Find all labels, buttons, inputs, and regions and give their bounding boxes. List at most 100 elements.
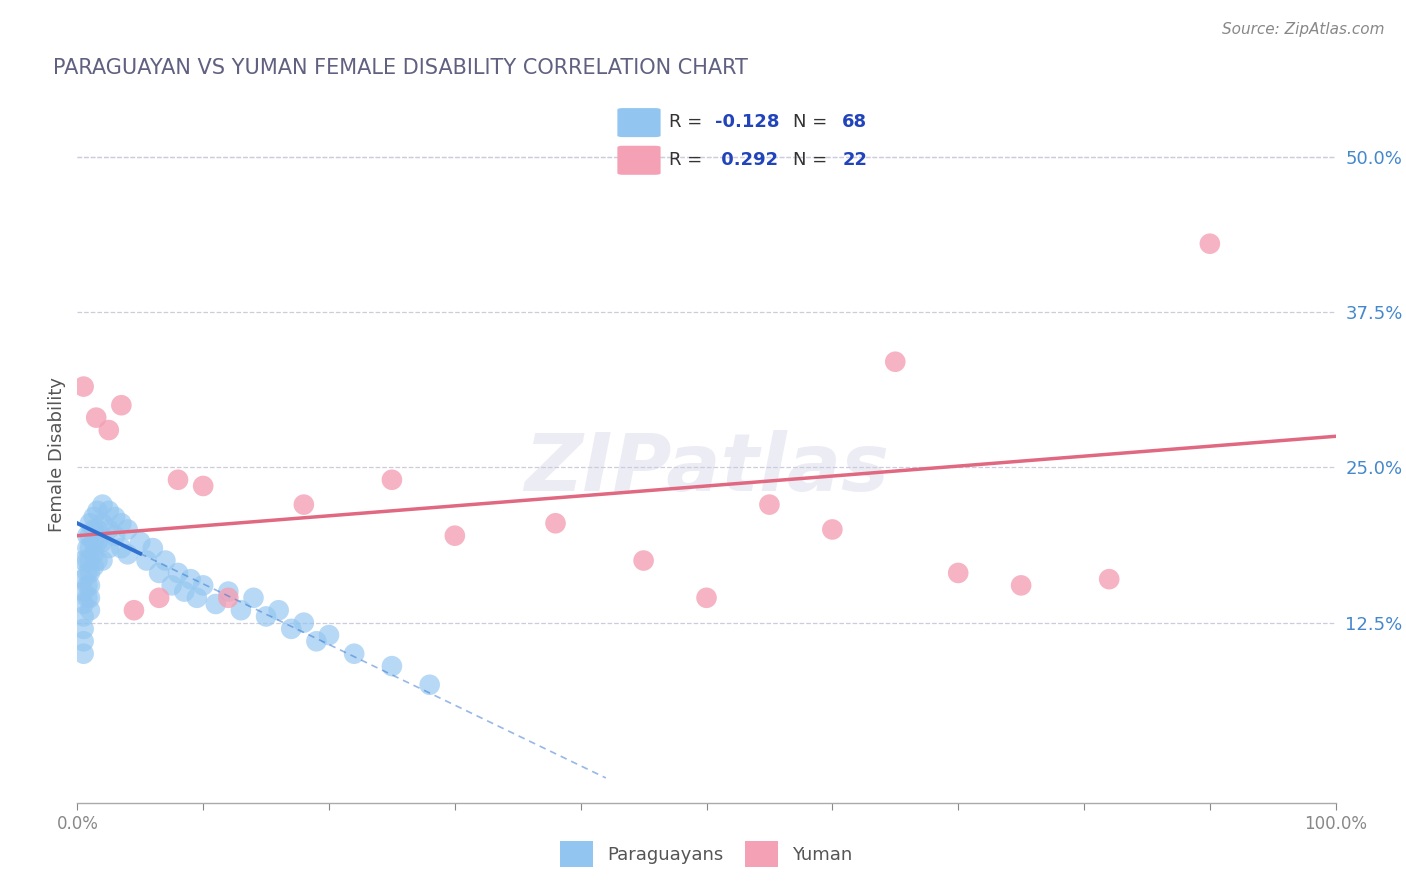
- Text: R =: R =: [669, 113, 703, 131]
- Point: [104, 510, 127, 524]
- Text: Source: ZipAtlas.com: Source: ZipAtlas.com: [1222, 22, 1385, 37]
- Point: [79, 578, 101, 592]
- Point: [191, 479, 215, 493]
- Text: 22: 22: [842, 151, 868, 169]
- Point: [97, 523, 120, 537]
- Point: [79, 553, 101, 567]
- Point: [79, 516, 101, 531]
- Point: [217, 584, 239, 599]
- Point: [76, 578, 98, 592]
- Point: [160, 578, 183, 592]
- Point: [91, 516, 114, 531]
- Text: 0.292: 0.292: [716, 151, 779, 169]
- Point: [72, 647, 94, 661]
- Point: [104, 529, 127, 543]
- FancyBboxPatch shape: [617, 145, 661, 175]
- Point: [84, 410, 107, 425]
- Point: [173, 584, 195, 599]
- Text: N =: N =: [793, 151, 828, 169]
- Point: [267, 603, 290, 617]
- Point: [217, 591, 239, 605]
- Point: [79, 566, 101, 580]
- Point: [86, 523, 108, 537]
- Point: [444, 529, 467, 543]
- Text: ZIPatlas: ZIPatlas: [524, 430, 889, 508]
- Point: [83, 510, 105, 524]
- Point: [167, 566, 190, 580]
- Legend: Paraguayans, Yuman: Paraguayans, Yuman: [554, 834, 859, 874]
- Point: [76, 541, 98, 555]
- Point: [254, 609, 277, 624]
- Point: [72, 572, 94, 586]
- Point: [110, 516, 132, 531]
- Point: [148, 591, 170, 605]
- Point: [76, 529, 98, 543]
- Point: [79, 591, 101, 605]
- Point: [821, 523, 844, 537]
- Point: [91, 534, 114, 549]
- Point: [186, 591, 208, 605]
- Point: [83, 547, 105, 561]
- Point: [83, 534, 105, 549]
- Point: [229, 603, 252, 617]
- Point: [142, 541, 165, 555]
- Point: [97, 423, 120, 437]
- Point: [544, 516, 567, 531]
- Point: [86, 553, 108, 567]
- Point: [86, 504, 108, 518]
- Point: [79, 603, 101, 617]
- Point: [180, 572, 202, 586]
- Point: [155, 553, 177, 567]
- Point: [305, 634, 328, 648]
- Point: [148, 566, 170, 580]
- Point: [72, 379, 94, 393]
- Point: [86, 534, 108, 549]
- Point: [1010, 578, 1032, 592]
- Point: [117, 547, 139, 561]
- Point: [292, 498, 315, 512]
- Point: [91, 553, 114, 567]
- Point: [76, 591, 98, 605]
- Point: [292, 615, 315, 630]
- Point: [76, 553, 98, 567]
- Point: [242, 591, 264, 605]
- Point: [129, 534, 152, 549]
- Point: [135, 553, 157, 567]
- Point: [122, 603, 145, 617]
- Text: 68: 68: [842, 113, 868, 131]
- Point: [72, 584, 94, 599]
- Point: [97, 504, 120, 518]
- Point: [191, 578, 215, 592]
- Point: [72, 634, 94, 648]
- Text: R =: R =: [669, 151, 703, 169]
- Point: [117, 523, 139, 537]
- Point: [76, 566, 98, 580]
- Point: [948, 566, 970, 580]
- Point: [696, 591, 718, 605]
- Point: [318, 628, 340, 642]
- Point: [91, 498, 114, 512]
- Point: [1098, 572, 1121, 586]
- Point: [1198, 236, 1220, 251]
- Point: [97, 541, 120, 555]
- Point: [72, 597, 94, 611]
- Point: [633, 553, 655, 567]
- Text: -0.128: -0.128: [716, 113, 780, 131]
- FancyBboxPatch shape: [617, 108, 661, 137]
- Y-axis label: Female Disability: Female Disability: [48, 377, 66, 533]
- Point: [79, 541, 101, 555]
- Point: [83, 523, 105, 537]
- Point: [72, 622, 94, 636]
- Point: [419, 678, 441, 692]
- Point: [280, 622, 302, 636]
- Point: [381, 659, 404, 673]
- Point: [381, 473, 404, 487]
- Point: [110, 541, 132, 555]
- Point: [72, 553, 94, 567]
- Point: [204, 597, 226, 611]
- Point: [167, 473, 190, 487]
- Point: [884, 355, 907, 369]
- Text: PARAGUAYAN VS YUMAN FEMALE DISABILITY CORRELATION CHART: PARAGUAYAN VS YUMAN FEMALE DISABILITY CO…: [53, 58, 748, 78]
- Point: [83, 559, 105, 574]
- Text: N =: N =: [793, 113, 828, 131]
